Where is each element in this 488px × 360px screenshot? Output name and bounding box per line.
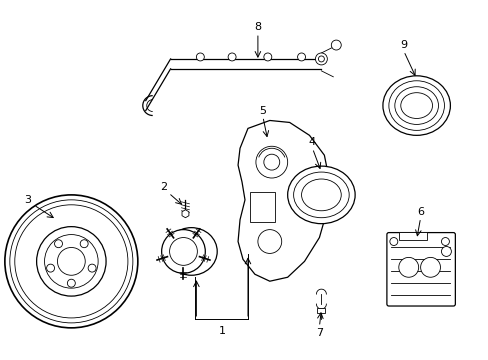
Circle shape <box>331 40 341 50</box>
Ellipse shape <box>287 166 354 224</box>
Circle shape <box>162 230 205 273</box>
Ellipse shape <box>301 179 341 211</box>
Text: 4: 4 <box>308 137 315 147</box>
Text: 3: 3 <box>24 195 31 205</box>
Text: 7: 7 <box>315 328 322 338</box>
Circle shape <box>441 247 450 256</box>
FancyBboxPatch shape <box>386 233 454 306</box>
Circle shape <box>80 240 88 248</box>
Circle shape <box>57 247 85 275</box>
Ellipse shape <box>293 172 348 218</box>
Circle shape <box>264 154 279 170</box>
Circle shape <box>55 240 62 248</box>
Circle shape <box>169 238 197 265</box>
Bar <box>317 308 325 313</box>
Circle shape <box>88 264 96 272</box>
Circle shape <box>389 238 397 246</box>
Text: 2: 2 <box>160 182 167 192</box>
Ellipse shape <box>388 81 444 130</box>
Text: 6: 6 <box>416 207 423 217</box>
Circle shape <box>318 56 324 62</box>
Circle shape <box>441 238 448 246</box>
Ellipse shape <box>165 228 217 275</box>
Circle shape <box>420 257 440 277</box>
Circle shape <box>257 230 281 253</box>
Bar <box>398 231 426 239</box>
Circle shape <box>264 53 271 61</box>
Circle shape <box>196 53 204 61</box>
Circle shape <box>315 53 326 65</box>
Circle shape <box>228 53 236 61</box>
Circle shape <box>5 195 138 328</box>
Text: 1: 1 <box>218 326 225 336</box>
Circle shape <box>46 264 55 272</box>
Ellipse shape <box>382 76 449 135</box>
Text: 9: 9 <box>399 40 407 50</box>
Text: 5: 5 <box>259 105 266 116</box>
Circle shape <box>255 146 287 178</box>
Circle shape <box>67 279 75 287</box>
Polygon shape <box>238 121 328 281</box>
Circle shape <box>398 257 418 277</box>
Circle shape <box>44 235 98 288</box>
Ellipse shape <box>394 87 438 125</box>
Polygon shape <box>182 210 188 218</box>
Text: 8: 8 <box>254 22 261 32</box>
Bar <box>249 192 274 222</box>
Circle shape <box>297 53 305 61</box>
Circle shape <box>37 227 106 296</box>
